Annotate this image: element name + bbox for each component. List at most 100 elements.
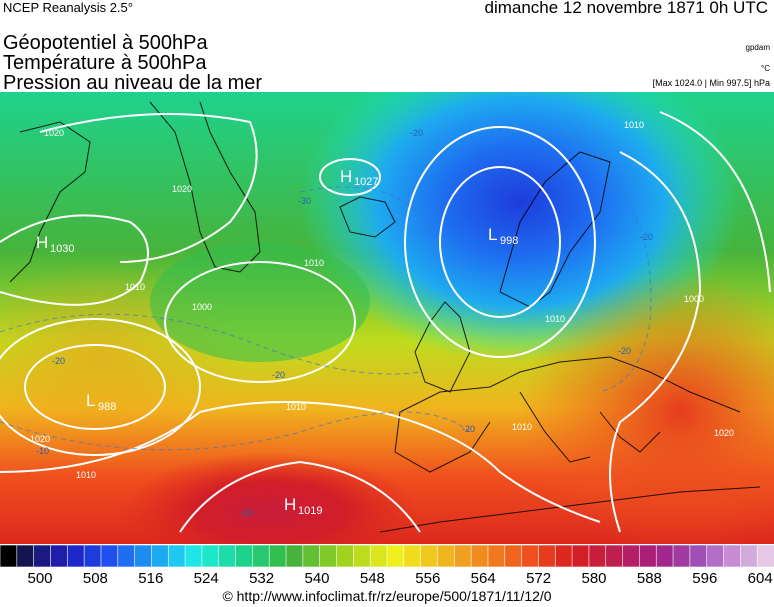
legend-swatch bbox=[622, 545, 641, 567]
legend-swatch bbox=[0, 545, 18, 567]
pressure-center-value: 1019 bbox=[298, 505, 322, 517]
legend-swatch bbox=[302, 545, 321, 567]
isobar-label: 1010 bbox=[512, 422, 532, 432]
pressure-center-type: H bbox=[340, 167, 352, 186]
legend-swatch bbox=[437, 545, 456, 567]
date-label: dimanche 12 novembre 1871 0h UTC bbox=[484, 0, 769, 17]
legend-swatch bbox=[268, 545, 287, 567]
legend-swatch bbox=[639, 545, 658, 567]
legend-tick-label: 580 bbox=[581, 570, 607, 587]
legend-swatch bbox=[83, 545, 102, 567]
legend-swatch bbox=[319, 545, 338, 567]
temperature-label: -20 bbox=[640, 232, 653, 242]
title-temperature: Température à 500hPa bbox=[3, 52, 207, 74]
pressure-center-value: 988 bbox=[98, 401, 116, 413]
source-label: NCEP Reanalysis 2.5° bbox=[3, 0, 133, 15]
legend-swatch bbox=[134, 545, 153, 567]
legend-swatch bbox=[740, 545, 758, 567]
temperature-label: -20 bbox=[52, 356, 65, 366]
legend-swatch bbox=[336, 545, 355, 567]
legend-swatch bbox=[151, 545, 170, 567]
temperature-label: -20 bbox=[410, 128, 423, 138]
legend-tick-label: 596 bbox=[692, 570, 718, 587]
isobar-label: 1020 bbox=[44, 128, 64, 138]
pressure-center-type: L bbox=[488, 225, 497, 244]
isobar-label: 1010 bbox=[286, 402, 306, 412]
temperature-label: -30 bbox=[298, 196, 311, 206]
legend-swatch bbox=[386, 545, 405, 567]
legend-tick-label: 508 bbox=[82, 570, 108, 587]
legend-tick-label: 588 bbox=[636, 570, 662, 587]
legend-swatch bbox=[706, 545, 725, 567]
legend-swatch bbox=[369, 545, 388, 567]
isobar-label: 1010 bbox=[624, 120, 644, 130]
temperature-label: -20 bbox=[462, 424, 475, 434]
legend-tick-label: 532 bbox=[249, 570, 275, 587]
legend-swatch bbox=[67, 545, 85, 567]
color-scale-ticks: 500 508 516 524 532 540 548 556 564 572 580 588 596 6… bbox=[0, 570, 774, 588]
legend-swatch bbox=[723, 545, 742, 567]
legend-tick-label: 516 bbox=[138, 570, 164, 587]
unit-geopotential: gpdam bbox=[745, 43, 770, 52]
pressure-center-type: H bbox=[36, 233, 48, 252]
legend-swatch bbox=[33, 545, 52, 567]
legend-swatch bbox=[571, 545, 590, 567]
legend-swatch bbox=[605, 545, 624, 567]
legend-swatch bbox=[756, 545, 774, 567]
legend-tick-label: 604 bbox=[747, 570, 773, 587]
legend-swatch bbox=[554, 545, 573, 567]
legend-swatch bbox=[184, 545, 203, 567]
legend-swatch bbox=[487, 545, 506, 567]
isobar-label: 1020 bbox=[714, 428, 734, 438]
weather-map: H 1030 H 1027 L 998 L 988 H 1019 1020 10… bbox=[0, 92, 774, 544]
isobar-label: 1010 bbox=[545, 314, 565, 324]
temperature-label: -10 bbox=[36, 446, 49, 456]
legend-swatch bbox=[420, 545, 439, 567]
legend-swatch bbox=[285, 545, 304, 567]
legend-swatch bbox=[655, 545, 674, 567]
legend-swatch bbox=[167, 545, 186, 567]
title-geopotential: Géopotentiel à 500hPa bbox=[3, 32, 208, 54]
isobar-label: 1020 bbox=[30, 434, 50, 444]
legend-swatch bbox=[353, 545, 371, 567]
pressure-range-label: [Max 1024.0 | Min 997.5] hPa bbox=[652, 78, 770, 88]
legend-swatch bbox=[117, 545, 136, 567]
color-scale-legend bbox=[0, 545, 774, 567]
title-pressure: Pression au niveau de la mer bbox=[3, 72, 263, 94]
legend-swatch bbox=[689, 545, 708, 567]
legend-swatch bbox=[235, 545, 254, 567]
temperature-label: -10 bbox=[240, 508, 253, 518]
legend-swatch bbox=[218, 545, 237, 567]
legend-swatch bbox=[521, 545, 540, 567]
legend-tick-label: 548 bbox=[359, 570, 385, 587]
pressure-center-value: 1030 bbox=[50, 243, 74, 255]
legend-swatch bbox=[672, 545, 691, 567]
pressure-center-type: L bbox=[86, 391, 95, 410]
legend-tick-label: 524 bbox=[193, 570, 219, 587]
isobar-label: 1000 bbox=[192, 302, 212, 312]
legend-tick-label: 572 bbox=[526, 570, 552, 587]
legend-tick-label: 500 bbox=[27, 570, 53, 587]
pressure-center-value: 1027 bbox=[354, 176, 378, 188]
legend-swatch bbox=[403, 545, 422, 567]
copyright-link[interactable]: © http://www.infoclimat.fr/rz/europe/500… bbox=[222, 588, 552, 604]
legend-swatch bbox=[504, 545, 523, 567]
isobar-label: 1010 bbox=[304, 258, 324, 268]
temperature-label: -20 bbox=[618, 346, 631, 356]
legend-swatch bbox=[50, 545, 69, 567]
unit-temperature: °C bbox=[761, 64, 770, 73]
legend-swatch bbox=[201, 545, 220, 567]
pressure-center-type: H bbox=[284, 495, 296, 514]
legend-swatch bbox=[100, 545, 119, 567]
pressure-center-value: 998 bbox=[500, 235, 518, 247]
legend-tick-label: 540 bbox=[304, 570, 330, 587]
isobar-label: 1010 bbox=[125, 282, 145, 292]
legend-swatch bbox=[538, 545, 557, 567]
legend-swatch bbox=[16, 545, 35, 567]
legend-tick-label: 556 bbox=[415, 570, 441, 587]
legend-swatch bbox=[453, 545, 472, 567]
isobar-label: 1000 bbox=[684, 294, 704, 304]
legend-swatch bbox=[470, 545, 489, 567]
legend-swatch bbox=[588, 545, 607, 567]
legend-tick-label: 564 bbox=[470, 570, 496, 587]
